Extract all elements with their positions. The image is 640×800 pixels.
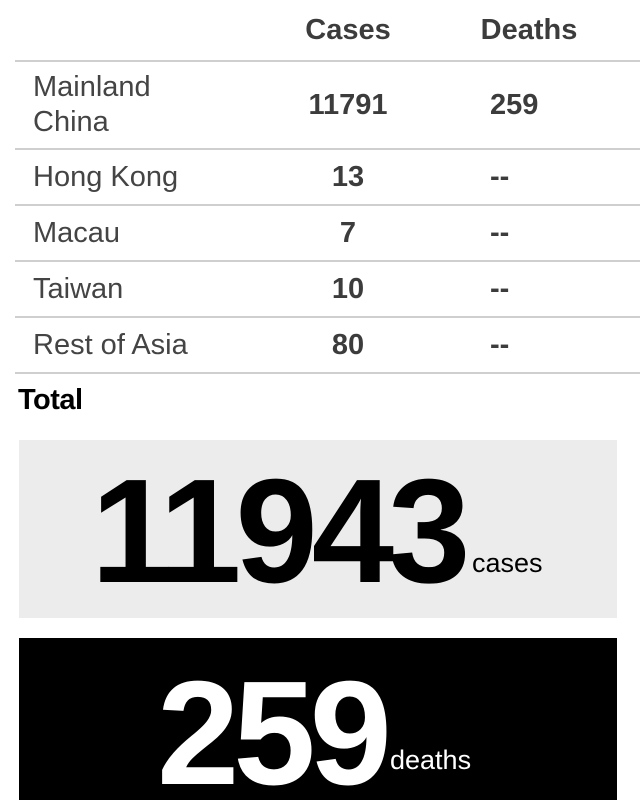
region-cell: Rest of Asia: [15, 317, 278, 374]
table-row: Hong Kong 13 --: [15, 149, 640, 206]
cases-deaths-table: Cases Deaths Mainland China 11791 259 Ho…: [15, 0, 640, 374]
deaths-cell: 259: [418, 61, 640, 150]
region-name-line2: China: [33, 106, 109, 138]
deaths-cell: --: [418, 149, 640, 206]
table-header-row: Cases Deaths: [15, 0, 640, 62]
total-deaths-unit: deaths: [390, 745, 472, 775]
cases-cell: 10: [278, 261, 418, 318]
table-row: Rest of Asia 80 --: [15, 317, 640, 374]
deaths-cell: --: [418, 205, 640, 262]
region-name-line1: Mainland: [33, 71, 151, 103]
table-row: Taiwan 10 --: [15, 261, 640, 318]
deaths-cell: --: [418, 317, 640, 374]
total-cases-unit: cases: [472, 548, 543, 578]
header-cases: Cases: [278, 0, 418, 62]
cases-cell: 13: [278, 149, 418, 206]
header-region: [15, 0, 278, 62]
cases-cell: 80: [278, 317, 418, 374]
total-deaths-value: 259: [157, 651, 392, 800]
header-deaths: Deaths: [418, 0, 640, 62]
deaths-cell: --: [418, 261, 640, 318]
region-cell: Macau: [15, 205, 278, 262]
table-row: Macau 7 --: [15, 205, 640, 262]
total-cases-value: 11943: [91, 449, 470, 614]
cases-cell: 11791: [278, 61, 418, 150]
region-cell: Mainland China: [15, 61, 278, 150]
total-deaths-card: 259 deaths: [19, 638, 617, 800]
total-cases-card: 11943 cases: [19, 440, 617, 618]
region-cell: Taiwan: [15, 261, 278, 318]
cases-cell: 7: [278, 205, 418, 262]
region-cell: Hong Kong: [15, 149, 278, 206]
table-row: Mainland China 11791 259: [15, 61, 640, 150]
total-heading: Total: [18, 384, 83, 416]
